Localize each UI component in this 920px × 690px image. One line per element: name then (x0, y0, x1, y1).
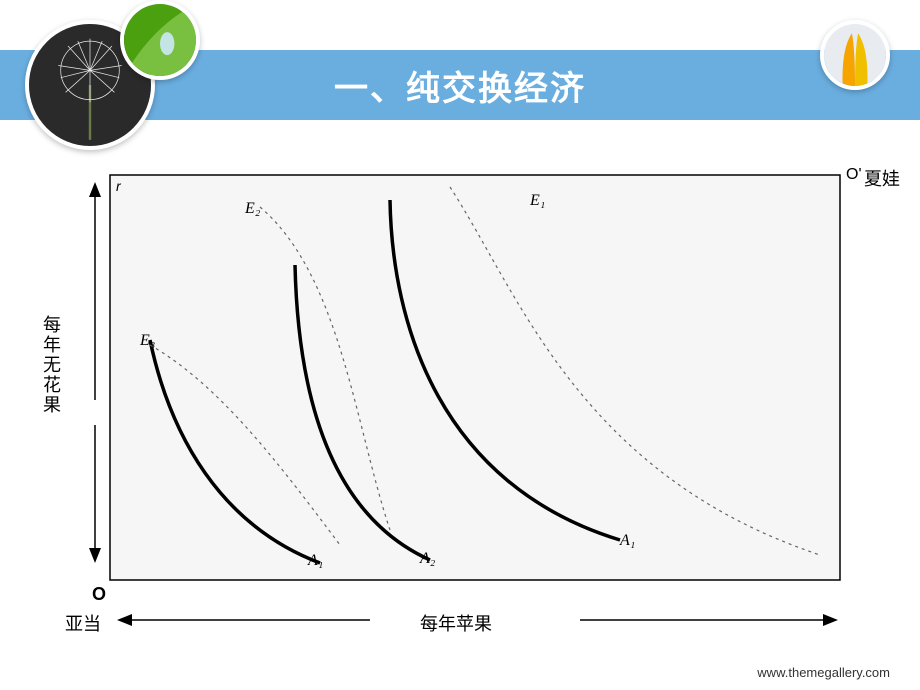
chart-svg: A₁A₂A₁E₁E₂E₃OO'r (20, 165, 900, 645)
svg-text:A₁: A₁ (619, 532, 635, 549)
edgeworth-box-diagram: A₁A₂A₁E₁E₂E₃OO'r 每年无花果 每年苹果 亚当 夏娃 (20, 165, 900, 645)
origin-tr-name: 夏娃 (864, 165, 900, 191)
footer-credit: www.themegallery.com (757, 665, 890, 680)
svg-text:A₁: A₁ (307, 552, 323, 569)
svg-text:E₃: E₃ (139, 332, 155, 349)
svg-text:O': O' (846, 166, 862, 183)
svg-text:E₂: E₂ (244, 200, 261, 217)
origin-bl-name: 亚当 (65, 610, 101, 636)
page-title: 一、纯交换经济 (334, 61, 586, 110)
svg-text:A₂: A₂ (419, 550, 436, 567)
decoration-tulip (820, 20, 890, 90)
svg-text:E₁: E₁ (529, 192, 545, 209)
decoration-leaf (120, 0, 200, 80)
x-axis-label: 每年苹果 (420, 610, 492, 636)
y-axis-label: 每年无花果 (38, 315, 64, 415)
svg-text:O: O (92, 584, 106, 604)
